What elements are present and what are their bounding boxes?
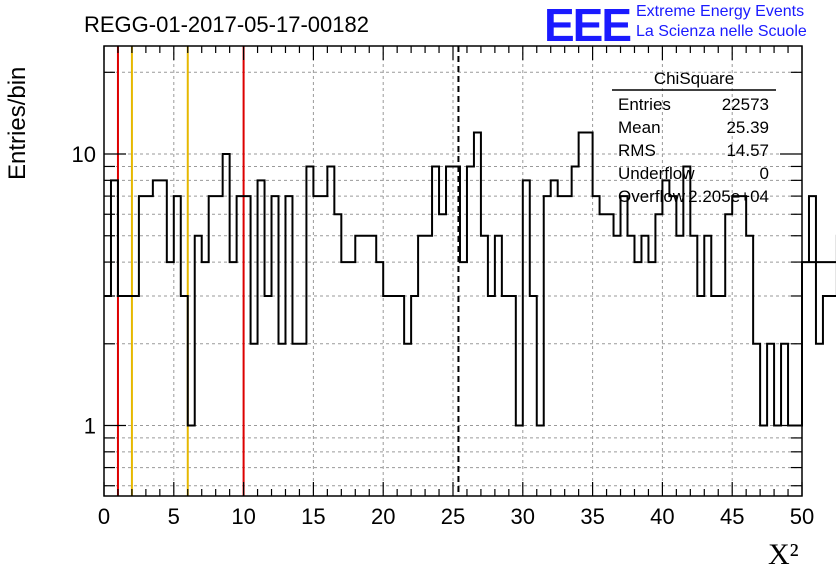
axes: 0 5 10 15 20 25 30 35 40 45 50 1 10 — [72, 45, 814, 529]
reference-lines — [116, 46, 460, 496]
y-tick-label: 1 — [84, 414, 96, 439]
x-tick-label: 20 — [371, 504, 395, 529]
stats-value: 2.205e+04 — [688, 187, 769, 206]
stats-label: RMS — [618, 141, 656, 160]
logo-subtitle-1: Extreme Energy Events — [636, 3, 805, 20]
stats-value: 22573 — [722, 95, 769, 114]
stats-value: 0 — [760, 164, 769, 183]
x-tick-label: 5 — [168, 504, 180, 529]
x-tick-label: 45 — [720, 504, 744, 529]
stats-box: ChiSquare Entries 22573 Mean 25.39 RMS 14.57 Un… — [612, 69, 776, 206]
stats-label: Overflow — [618, 187, 686, 206]
y-tick-label: 10 — [72, 142, 96, 167]
eee-logo: EEE — [544, 0, 632, 51]
x-axis-label: X² — [768, 538, 799, 571]
stats-title: ChiSquare — [654, 69, 734, 88]
stats-label: Underflow — [618, 164, 695, 183]
stats-value: 14.57 — [726, 141, 769, 160]
x-tick-label: 15 — [301, 504, 325, 529]
x-tick-label: 0 — [98, 504, 110, 529]
x-tick-label: 40 — [650, 504, 674, 529]
x-tick-label: 25 — [441, 504, 465, 529]
chart-title: REGG-01-2017-05-17-00182 — [84, 12, 369, 37]
stats-label: Mean — [618, 118, 661, 137]
stats-value: 25.39 — [726, 118, 769, 137]
logo-subtitle-2: La Scienza nelle Scuole — [636, 23, 807, 40]
x-tick-label: 10 — [231, 504, 255, 529]
histogram-outline — [104, 131, 836, 427]
x-tick-label: 30 — [511, 504, 535, 529]
stats-label: Entries — [618, 95, 671, 114]
x-tick-label: 35 — [580, 504, 604, 529]
x-tick-label: 50 — [790, 504, 814, 529]
